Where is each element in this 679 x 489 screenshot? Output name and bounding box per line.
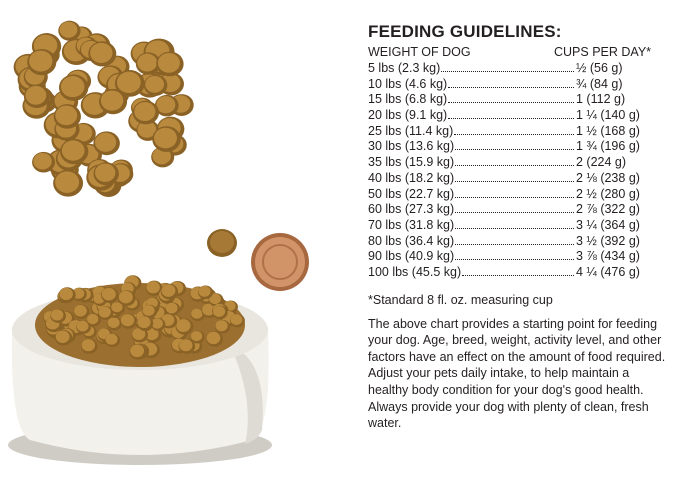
description-paragraph: The above chart provides a starting poin… [368,316,666,431]
weight-cell: 50 lbs (22.7 kg) [368,186,455,201]
dot-leader [455,259,574,261]
guidelines-title: FEEDING GUIDELINES: [368,22,562,41]
cups-cell: 2 (224 g) [576,155,627,170]
cups-cell: ½ (56 g) [576,61,623,75]
weight-cell: 90 lbs (40.9 kg) [368,249,455,264]
weight-cell: 10 lbs (4.6 kg) [368,76,448,91]
weight-cell: 70 lbs (31.8 kg) [368,217,455,232]
table-row: 40 lbs (18.2 kg) 2 ⅛ (238 g) [368,171,668,187]
table-row: 90 lbs (40.9 kg) 3 ⅞ (434 g) [368,249,668,265]
cups-cell: 2 ½ (280 g) [576,186,640,201]
cups-cell: 4 ¼ (476 g) [576,264,640,279]
table-row: 5 lbs (2.3 kg) ½ (56 g) [368,61,668,77]
weight-cell: 40 lbs (18.2 kg) [368,170,455,185]
cups-cell: 2 ⅞ (322 g) [576,202,640,217]
dot-leader [448,86,574,88]
cups-cell: 3 ¼ (364 g) [576,217,640,232]
dot-leader [441,71,574,72]
dot-leader [448,102,574,104]
dot-leader [448,118,574,120]
cups-cell: 1 ¾ (196 g) [576,139,640,154]
cups-cell: 3 ⅞ (434 g) [576,249,640,264]
dog-bowl-image [8,275,272,465]
cups-cell: 1 ¼ (140 g) [576,108,640,123]
table-row: 70 lbs (31.8 kg) 3 ¼ (364 g) [368,218,668,234]
table-row: 15 lbs (6.8 kg) 1 (112 g) [368,92,668,108]
table-row: 20 lbs (9.1 kg) 1 ¼ (140 g) [368,108,668,124]
weight-column-header: WEIGHT OF DOG [368,45,471,59]
weight-cell: 25 lbs (11.4 kg) [368,123,454,138]
table-row: 50 lbs (22.7 kg) 2 ½ (280 g) [368,187,668,203]
dot-leader [455,149,574,151]
cups-cell: 2 ⅛ (238 g) [576,170,640,185]
single-kibble-image [207,229,237,257]
weight-cell: 30 lbs (13.6 kg) [368,139,455,154]
table-header: WEIGHT OF DOG CUPS PER DAY* [368,45,668,61]
table-row: 25 lbs (11.4 kg) 1 ½ (168 g) [368,124,668,140]
dot-leader [454,133,574,135]
table-row: 60 lbs (27.3 kg) 2 ⅞ (322 g) [368,202,668,218]
weight-cell: 35 lbs (15.9 kg) [368,155,455,170]
dot-leader [455,180,574,182]
kibble-pile-image [13,20,194,198]
weight-cell: 20 lbs (9.1 kg) [368,108,448,123]
weight-cell: 60 lbs (27.3 kg) [368,202,455,217]
cups-cell: 1 ½ (168 g) [576,123,640,138]
dot-leader [462,274,574,276]
weight-cell: 15 lbs (6.8 kg) [368,92,448,107]
feeding-table: 5 lbs (2.3 kg) ½ (56 g) 10 lbs (4.6 kg) ¾ (… [368,61,668,281]
dot-leader [455,196,574,198]
footnote: *Standard 8 fl. oz. measuring cup [368,292,553,307]
penny-coin-image [251,233,309,291]
feeding-guidelines: FEEDING GUIDELINES: WEIGHT OF DOG CUPS P… [368,22,668,432]
weight-cell: 80 lbs (36.4 kg) [368,233,455,248]
table-row: 100 lbs (45.5 kg) 4 ¼ (476 g) [368,265,668,281]
dot-leader [455,165,574,167]
dot-leader [455,243,574,245]
weight-cell: 5 lbs (2.3 kg) [368,61,441,75]
dot-leader [455,227,574,229]
product-photos [8,20,309,465]
table-row: 35 lbs (15.9 kg) 2 (224 g) [368,155,668,171]
cups-cell: 1 (112 g) [576,92,626,107]
cups-cell: ¾ (84 g) [576,76,623,91]
table-row: 30 lbs (13.6 kg) 1 ¾ (196 g) [368,139,668,155]
cups-column-header: CUPS PER DAY* [554,45,652,59]
cups-cell: 3 ½ (392 g) [576,233,640,248]
weight-cell: 100 lbs (45.5 kg) [368,264,462,279]
table-row: 10 lbs (4.6 kg) ¾ (84 g) [368,77,668,93]
table-row: 80 lbs (36.4 kg) 3 ½ (392 g) [368,234,668,250]
dot-leader [455,212,574,214]
